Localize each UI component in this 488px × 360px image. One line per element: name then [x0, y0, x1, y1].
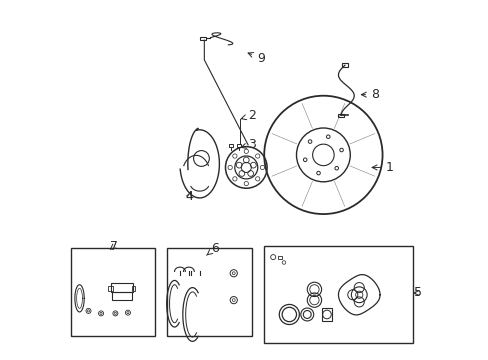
Bar [277, 256, 282, 258]
Text: 2: 2 [241, 109, 255, 122]
Bar [199, 37, 206, 40]
Text: 8: 8 [361, 88, 378, 101]
Bar [167, 248, 251, 336]
Bar [321, 309, 332, 320]
Bar [131, 286, 135, 291]
Bar [228, 144, 233, 147]
Text: 1: 1 [371, 161, 393, 174]
Text: 5: 5 [413, 287, 422, 300]
Text: 4: 4 [185, 190, 193, 203]
Text: 7: 7 [110, 240, 118, 253]
Bar [338, 114, 344, 117]
Bar [236, 144, 241, 147]
Bar [70, 248, 155, 336]
Text: 9: 9 [247, 51, 264, 64]
Bar [341, 63, 347, 67]
Bar [264, 246, 412, 343]
Bar [112, 292, 131, 300]
Text: 6: 6 [206, 242, 219, 255]
Bar [110, 283, 132, 292]
Bar [108, 286, 112, 291]
Text: 3: 3 [241, 138, 255, 150]
